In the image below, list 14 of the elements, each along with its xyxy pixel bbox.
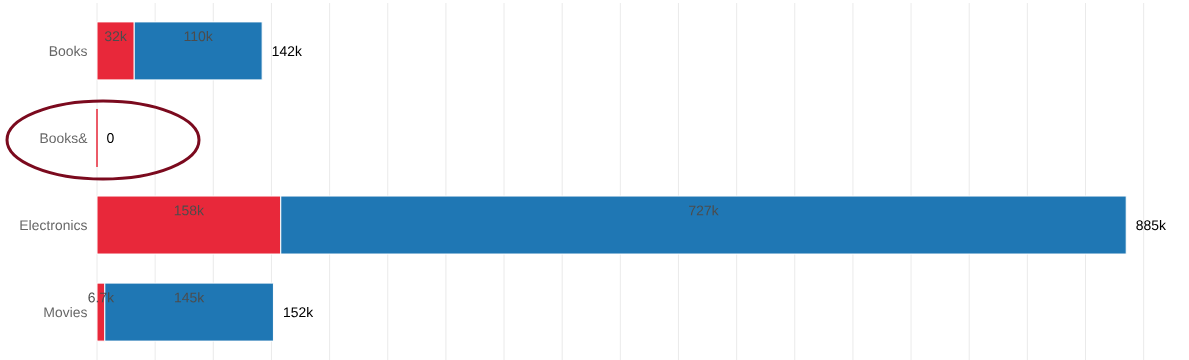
total-label: 885k xyxy=(1136,219,1166,231)
y-tick-label: Books& xyxy=(40,132,88,144)
total-label: 142k xyxy=(272,45,302,56)
total-label: 152k xyxy=(284,306,314,318)
data-label: 145k xyxy=(175,292,205,303)
y-tick-label: Electronics xyxy=(20,219,87,231)
total-label: 0 xyxy=(107,133,114,143)
data-label: 158k xyxy=(174,205,205,216)
y-tick-label: Books xyxy=(49,45,87,57)
y-tick-label: Movies xyxy=(44,306,87,318)
data-label: 727k xyxy=(689,205,719,216)
data-label: 32k xyxy=(104,30,127,42)
data-label: 6.7k xyxy=(88,292,115,303)
data-label: 110k xyxy=(184,30,213,42)
